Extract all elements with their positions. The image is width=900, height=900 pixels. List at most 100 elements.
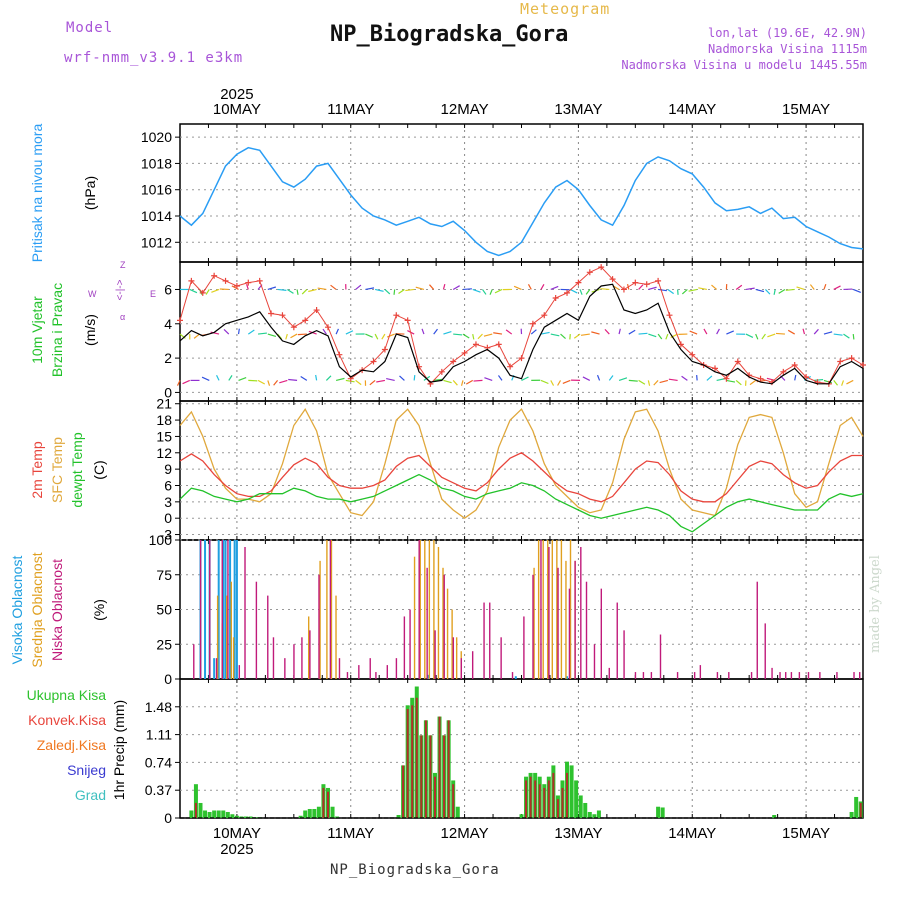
cloud-ylabel: (%): [91, 599, 107, 621]
wind-arrow: [317, 287, 327, 291]
wind-arrow: [618, 377, 628, 381]
precip-conv-bar: [424, 720, 427, 818]
wind-arrow: [773, 289, 776, 295]
meteogram-label: Meteogram: [520, 0, 611, 18]
wind-arrow: [335, 328, 339, 335]
wind-arrow: [415, 286, 425, 291]
wind-arrow: [628, 379, 638, 382]
precip-conv-bar: [415, 697, 418, 818]
wind-arrow: [681, 289, 688, 295]
day-label-top: 14MAY: [668, 101, 716, 118]
wind-arrow: [775, 332, 785, 335]
wind-arrow: [433, 328, 438, 335]
ytick-label: 2: [164, 350, 172, 366]
precip-total-bar: [207, 811, 212, 818]
precip-total-bar: [225, 811, 230, 818]
wind-arrow: [330, 284, 337, 290]
wind-arrow: [813, 328, 819, 335]
wind-arrow: [300, 375, 308, 381]
wind-arrow: [374, 333, 379, 340]
wind-arrow: [442, 283, 446, 290]
wind-arrow: [443, 379, 452, 384]
wind-arrow: [365, 333, 373, 338]
wind-arrow: [386, 333, 395, 338]
ytick-label: 75: [156, 567, 172, 583]
wind-arrow: [257, 332, 267, 335]
wind-arrow: [550, 380, 555, 386]
wind-arrow: [211, 288, 220, 293]
precip-total-bar: [330, 806, 335, 818]
ytick-label: -3: [160, 527, 173, 543]
ytick-label: 0: [164, 384, 172, 400]
ytick-label: 0: [164, 671, 172, 687]
wind-arrow: [205, 289, 210, 295]
wind-arrow: [638, 379, 646, 385]
ytick-label: 25: [156, 636, 172, 652]
precip-total-bar: [234, 815, 239, 818]
wind-arrow: [764, 289, 771, 295]
precip-total-bar: [335, 816, 340, 818]
panel-frame-2: [179, 400, 864, 541]
precip-legend-item: Snijeg: [67, 762, 106, 778]
precip-conv-bar: [561, 787, 564, 818]
wind-arrow: [668, 378, 678, 382]
precip-total-bar: [307, 808, 312, 818]
wind-arrow: [706, 375, 713, 381]
station-title: NP_Biogradska_Gora: [330, 22, 569, 47]
wind-arrow: [648, 286, 657, 291]
ytick-label: 50: [156, 602, 172, 618]
year-label-top: 2025: [220, 86, 253, 103]
dewpt-line: [179, 473, 864, 533]
wind-arrow: [833, 380, 839, 386]
cloud-title-mid: Srednja Oblacnost: [29, 552, 45, 667]
wind-arrow: [521, 376, 529, 381]
wind-arrow: [689, 330, 698, 335]
pressure-title: Pritisak na nivou mora: [29, 124, 45, 263]
wind-arrow: [596, 374, 601, 381]
precip-total-bar: [587, 811, 592, 818]
wind-arrow: [814, 378, 824, 382]
wind-arrow: [288, 378, 298, 382]
temp2m-line: [179, 452, 863, 503]
wind-arrow: [462, 333, 470, 339]
precip-total-bar: [212, 810, 217, 818]
wind-arrow: [608, 375, 614, 381]
wind-arrow: [452, 285, 460, 290]
ytick-label: 18: [156, 412, 172, 428]
wind-dir-s: α: [120, 312, 125, 322]
wind-arrow: [796, 286, 805, 291]
wind-arrow: [375, 288, 384, 292]
day-label-top: 12MAY: [441, 101, 489, 118]
precip-total-bar: [578, 795, 583, 818]
wind-arrow: [413, 374, 416, 381]
precip-conv-bar: [438, 716, 441, 818]
precip-ylabel: 1hr Precip (mm): [111, 700, 127, 800]
ytick-label: 6: [164, 477, 172, 493]
day-label-top: 13MAY: [554, 101, 602, 118]
precip-total-bar: [849, 811, 854, 818]
model-label: Model: [66, 20, 114, 36]
wind-arrow: [405, 288, 415, 292]
precip-total-bar: [239, 816, 244, 818]
wind-ylabel: (m/s): [82, 314, 98, 346]
wind-arrow: [540, 331, 550, 335]
wind-arrow: [483, 333, 493, 337]
precip-conv-bar: [326, 791, 329, 818]
wind-arrow: [846, 379, 854, 385]
wind-arrow: [325, 375, 332, 381]
wind-arrow: [638, 284, 644, 290]
wind-arrow: [530, 329, 537, 335]
wind-arrow: [745, 333, 754, 339]
ytick-label: 1.11: [146, 727, 172, 743]
wind-arrow: [429, 284, 435, 290]
wind-title-2: Brzina i Pravac: [49, 283, 65, 377]
wind-arrow: [667, 288, 674, 295]
wind-arrow: [443, 330, 452, 335]
wind-arrow: [658, 288, 667, 292]
wind-arrow: [290, 333, 298, 339]
wind-arrow: [477, 333, 483, 340]
wind-arrow: [484, 377, 493, 381]
wind-arrow: [585, 289, 591, 295]
precip-conv-bar: [534, 780, 537, 818]
wind-arrow: [698, 287, 708, 291]
